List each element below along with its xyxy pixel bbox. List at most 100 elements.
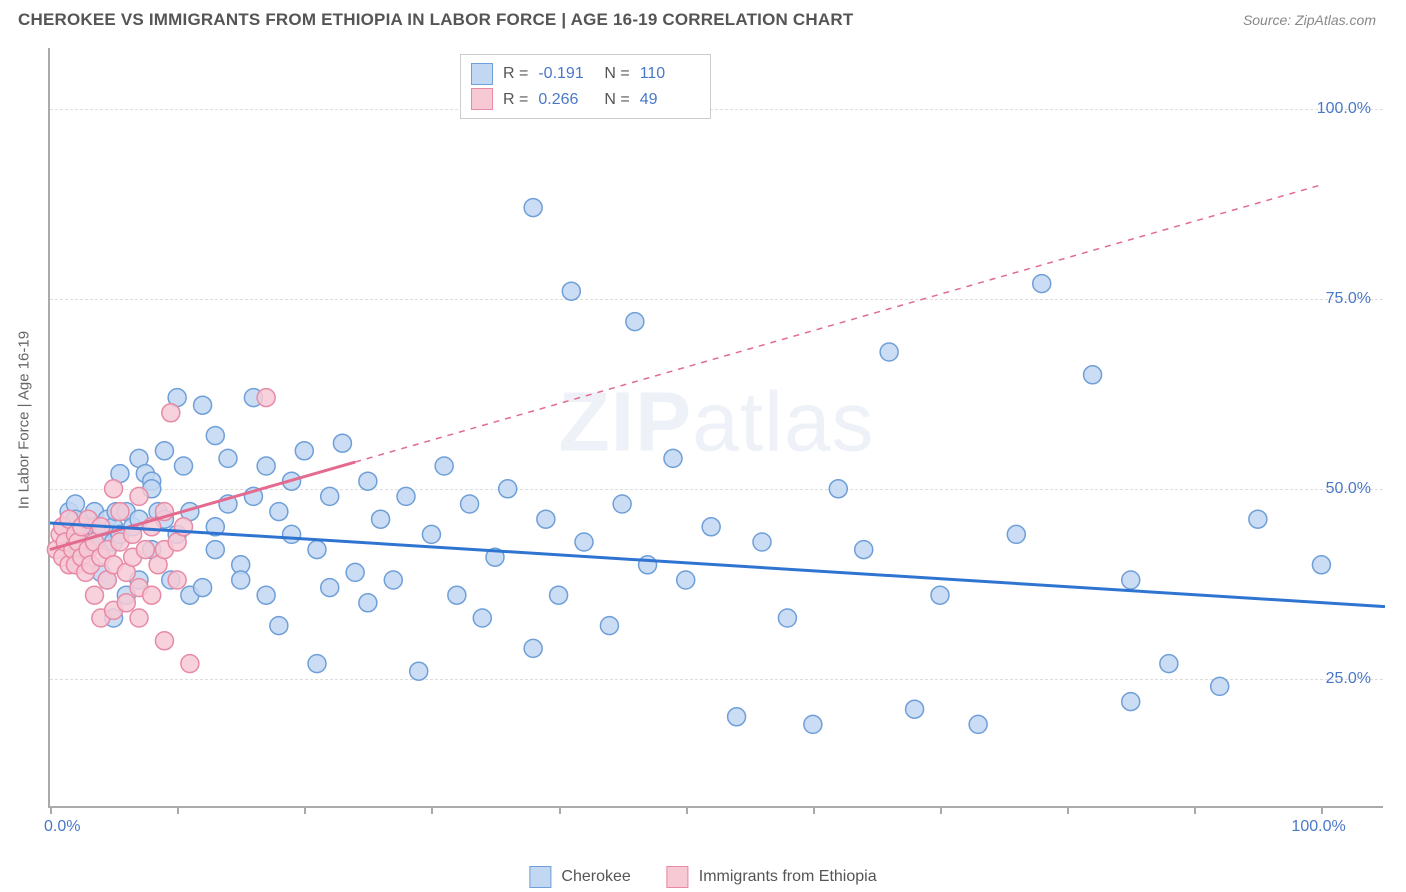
data-point (537, 510, 555, 528)
legend-label-1: Cherokee (561, 868, 630, 886)
scatter-plot: ZIPatlas 25.0%50.0%75.0%100.0% 0.0%100.0… (48, 48, 1383, 808)
data-point (575, 533, 593, 551)
series-2-swatch (471, 88, 493, 110)
data-point (1122, 693, 1140, 711)
data-point (626, 313, 644, 331)
data-point (155, 632, 173, 650)
data-point (931, 586, 949, 604)
data-point (448, 586, 466, 604)
data-point (308, 655, 326, 673)
x-tick (1194, 806, 1196, 814)
data-point (181, 655, 199, 673)
data-point (194, 579, 212, 597)
x-tick (940, 806, 942, 814)
data-point (86, 586, 104, 604)
data-point (270, 503, 288, 521)
x-tick (686, 806, 688, 814)
data-point (461, 495, 479, 513)
cherokee-swatch (529, 866, 551, 888)
x-tick (50, 806, 52, 814)
data-point (359, 594, 377, 612)
data-point (1007, 525, 1025, 543)
data-point (257, 389, 275, 407)
x-tick (304, 806, 306, 814)
data-point (194, 396, 212, 414)
x-tick (431, 806, 433, 814)
data-point (524, 199, 542, 217)
data-point (1122, 571, 1140, 589)
data-point (1249, 510, 1267, 528)
data-point (257, 586, 275, 604)
data-point (600, 617, 618, 635)
x-tick-label: 100.0% (1291, 818, 1345, 836)
chart-title: CHEROKEE VS IMMIGRANTS FROM ETHIOPIA IN … (18, 10, 853, 30)
data-point (168, 571, 186, 589)
data-point (136, 541, 154, 559)
x-tick (1067, 806, 1069, 814)
data-point (270, 617, 288, 635)
data-point (206, 427, 224, 445)
data-point (283, 525, 301, 543)
data-point (162, 404, 180, 422)
legend-label-2: Immigrants from Ethiopia (699, 868, 877, 886)
data-point (346, 563, 364, 581)
x-tick (813, 806, 815, 814)
series-1-swatch (471, 63, 493, 85)
data-point (206, 541, 224, 559)
data-point (880, 343, 898, 361)
data-point (524, 639, 542, 657)
data-point (804, 715, 822, 733)
data-point (1211, 677, 1229, 695)
data-point (969, 715, 987, 733)
data-point (359, 472, 377, 490)
source-attribution: Source: ZipAtlas.com (1243, 12, 1376, 28)
data-point (499, 480, 517, 498)
data-point (384, 571, 402, 589)
data-point (613, 495, 631, 513)
data-point (308, 541, 326, 559)
data-point (130, 487, 148, 505)
data-point (1312, 556, 1330, 574)
data-point (677, 571, 695, 589)
data-point (321, 487, 339, 505)
data-point (562, 282, 580, 300)
correlation-row-2: R = 0.266 N = 49 (471, 87, 696, 113)
data-point (728, 708, 746, 726)
x-tick (1321, 806, 1323, 814)
data-point (372, 510, 390, 528)
data-point (664, 449, 682, 467)
x-tick (177, 806, 179, 814)
legend-item-cherokee: Cherokee (529, 866, 630, 888)
data-point (410, 662, 428, 680)
data-point (753, 533, 771, 551)
data-point (829, 480, 847, 498)
data-point (105, 480, 123, 498)
data-point (155, 442, 173, 460)
y-axis-label: In Labor Force | Age 16-19 (16, 331, 33, 509)
data-point (397, 487, 415, 505)
chart-svg (50, 48, 1383, 806)
data-point (435, 457, 453, 475)
legend-item-ethiopia: Immigrants from Ethiopia (667, 866, 877, 888)
legend: Cherokee Immigrants from Ethiopia (529, 866, 876, 888)
data-point (1160, 655, 1178, 673)
data-point (473, 609, 491, 627)
data-point (333, 434, 351, 452)
data-point (1033, 275, 1051, 293)
data-point (143, 586, 161, 604)
x-tick (559, 806, 561, 814)
correlation-legend-box: R = -0.191 N = 110 R = 0.266 N = 49 (460, 54, 711, 119)
data-point (778, 609, 796, 627)
trend-line-extrapolated (355, 185, 1321, 462)
x-tick-label: 0.0% (44, 818, 80, 836)
data-point (550, 586, 568, 604)
data-point (117, 594, 135, 612)
correlation-row-1: R = -0.191 N = 110 (471, 61, 696, 87)
data-point (175, 457, 193, 475)
data-point (1084, 366, 1102, 384)
data-point (219, 449, 237, 467)
data-point (130, 609, 148, 627)
data-point (295, 442, 313, 460)
data-point (232, 571, 250, 589)
ethiopia-swatch (667, 866, 689, 888)
